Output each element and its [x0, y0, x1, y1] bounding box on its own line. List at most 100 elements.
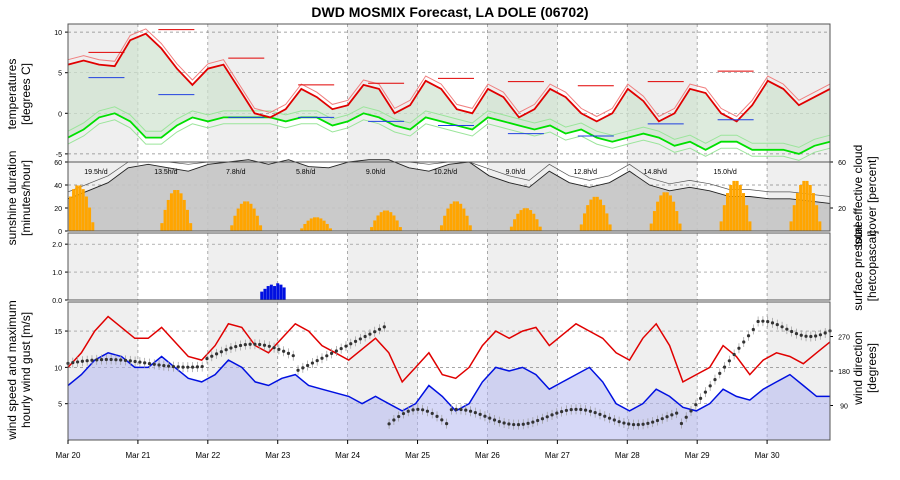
sunshine-bar [319, 218, 323, 231]
sunshine-bar [662, 192, 666, 231]
sunshine-bar [468, 225, 472, 231]
wind-direction-dot [622, 421, 626, 425]
cloud-ylabel-2: cover [percent] [865, 156, 879, 235]
wind-direction-dot [286, 351, 291, 356]
wind-speed-line [67, 351, 830, 412]
sun-ylabel-1: sunshine duration [5, 151, 19, 246]
wind-direction-dot [147, 361, 152, 366]
sunshine-bar [519, 210, 523, 231]
sunshine-bar [243, 201, 247, 231]
wind-direction-dot [521, 422, 525, 426]
wind-direction-dot [133, 359, 137, 364]
wind-direction-dot [675, 411, 679, 415]
wind-direction-dot [468, 409, 473, 413]
wind-direction-dot [512, 422, 516, 427]
sunshine-bar [389, 212, 393, 231]
cloud-ytick-label: 20 [838, 206, 846, 213]
sunshine-bar [672, 201, 676, 231]
wind-direction-dot [583, 408, 588, 412]
wind-direction-dot [210, 354, 214, 358]
sunshine-bar [742, 193, 746, 231]
wind-direction-dot [454, 407, 458, 411]
sunshine-bar [306, 220, 310, 231]
wind-ylabel-2: hourly wind gust [m/s] [19, 312, 33, 428]
wind-direction-dot [325, 354, 329, 358]
wind-direction-dot [329, 351, 334, 356]
sunshine-bar [249, 203, 253, 231]
sunshine-bar [605, 213, 609, 231]
sunshine-bar [748, 221, 752, 231]
wind-direction-dot [310, 361, 315, 365]
sunshine-daily-label: 13.5h/d [154, 169, 177, 176]
sunshine-bar [538, 226, 542, 231]
sunshine-bar [236, 208, 240, 231]
sunshine-bar [589, 199, 593, 231]
wind-direction-dot [449, 408, 453, 412]
sun-ytick-label: 0 [58, 229, 62, 236]
wind-direction-dot [440, 418, 444, 422]
sunshine-bar [522, 208, 526, 231]
x-tick-label: Mar 27 [545, 451, 570, 460]
sunshine-bar [579, 224, 583, 231]
sun-border [67, 161, 831, 232]
sunshine-bar [608, 224, 612, 231]
wind-direction-dot [545, 415, 549, 419]
x-tick-label: Mar 29 [685, 451, 710, 460]
wind-direction-dot [291, 354, 295, 358]
wind-direction-dot [315, 359, 319, 363]
sunshine-bar [68, 196, 72, 231]
dewpoint-lower-line [67, 119, 831, 161]
wind-direction-dot [574, 407, 578, 411]
wind-direction-dot [536, 418, 540, 423]
wind-direction-dot [334, 349, 338, 353]
sunshine-bar [395, 220, 399, 231]
wind-direction-dot [445, 422, 449, 426]
sunshine-bar [255, 215, 259, 231]
sunshine-bar [722, 205, 726, 231]
wind-direction-dot [416, 407, 420, 411]
wind-direction-dot [564, 408, 569, 413]
wind-direction-dot [703, 390, 707, 394]
wind-direction-dot [790, 329, 794, 334]
sunshine-daily-label: 15.0h/d [713, 169, 736, 176]
sunshine-bar [176, 190, 180, 231]
wind-panel: 15 10 5 270 180 90 [54, 301, 850, 441]
temp-ytick-label: -5 [56, 152, 62, 159]
sunshine-bar [386, 210, 390, 231]
sunshine-bar [818, 221, 822, 231]
sunshine-bar [373, 220, 377, 231]
x-axis: Mar 20 Mar 21 Mar 22 Mar 23 Mar 24 Mar 25 Mar … [56, 440, 780, 460]
wind-direction-dot [727, 359, 731, 363]
x-tick-label: Mar 22 [195, 451, 220, 460]
wind-direction-dot [531, 420, 535, 424]
wind-direction-dot [368, 332, 372, 336]
sunshine-bar [398, 227, 402, 231]
wind-direction-dot [176, 365, 180, 369]
wind-direction-dot [483, 414, 487, 418]
sunshine-bar [465, 215, 469, 231]
wind-direction-dot [157, 363, 161, 367]
sunshine-bar [322, 220, 326, 231]
wind-direction-dot [627, 422, 631, 426]
wind-direction-dot [214, 352, 219, 356]
sunshine-bar [738, 184, 742, 231]
wind-direction-dot [95, 358, 99, 362]
sunshine-bar [443, 215, 447, 231]
wind-direction-dot [684, 415, 688, 419]
cloud-ylabel-1: total effective cloud [851, 145, 865, 248]
wind-direction-dot [708, 384, 712, 388]
sunshine-bar [805, 180, 809, 231]
pressure-ylabel-2: [hetcopascal] [865, 231, 879, 302]
sunshine-bar [78, 185, 82, 231]
wind-direction-dot [502, 421, 506, 425]
cloud-ytick-label: 60 [838, 160, 846, 167]
x-tick-label: Mar 23 [265, 451, 290, 460]
direction-ytick-label: 270 [838, 335, 850, 342]
wind-direction-dot [560, 410, 564, 414]
sun-ylabel-2: [minutes/hour] [19, 160, 33, 236]
sunshine-bar [535, 219, 539, 231]
wind-direction-dot [775, 323, 779, 327]
wind-direction-dot [143, 361, 147, 365]
x-tick-label: Mar 28 [615, 451, 640, 460]
sunshine-daily-label: 19.5h/d [84, 169, 107, 176]
